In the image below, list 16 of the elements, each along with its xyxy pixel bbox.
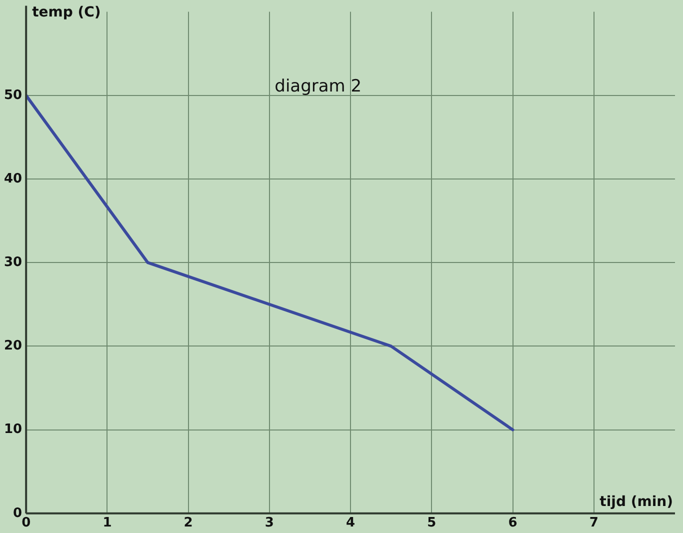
y-tick-label: 20 [4, 338, 22, 354]
x-axis-title: tijd (min) [600, 494, 673, 510]
x-tick-label: 1 [102, 516, 112, 531]
x-tick-label: 7 [589, 516, 598, 531]
x-tick-label: 5 [427, 516, 436, 531]
y-tick-label: 40 [4, 171, 22, 186]
y-axis-title: temp (C) [32, 4, 101, 20]
y-tick-label: 10 [4, 422, 22, 438]
x-tick-label: 6 [508, 516, 518, 531]
annotation: diagram 2 [274, 76, 362, 96]
y-tick-label: 0 [13, 506, 22, 521]
x-tick-label: 2 [184, 516, 193, 531]
x-tick-label: 3 [264, 516, 274, 531]
y-tick-label: 50 [4, 88, 22, 103]
y-tick-label: 30 [4, 254, 22, 270]
x-tick-label: 4 [346, 516, 356, 531]
